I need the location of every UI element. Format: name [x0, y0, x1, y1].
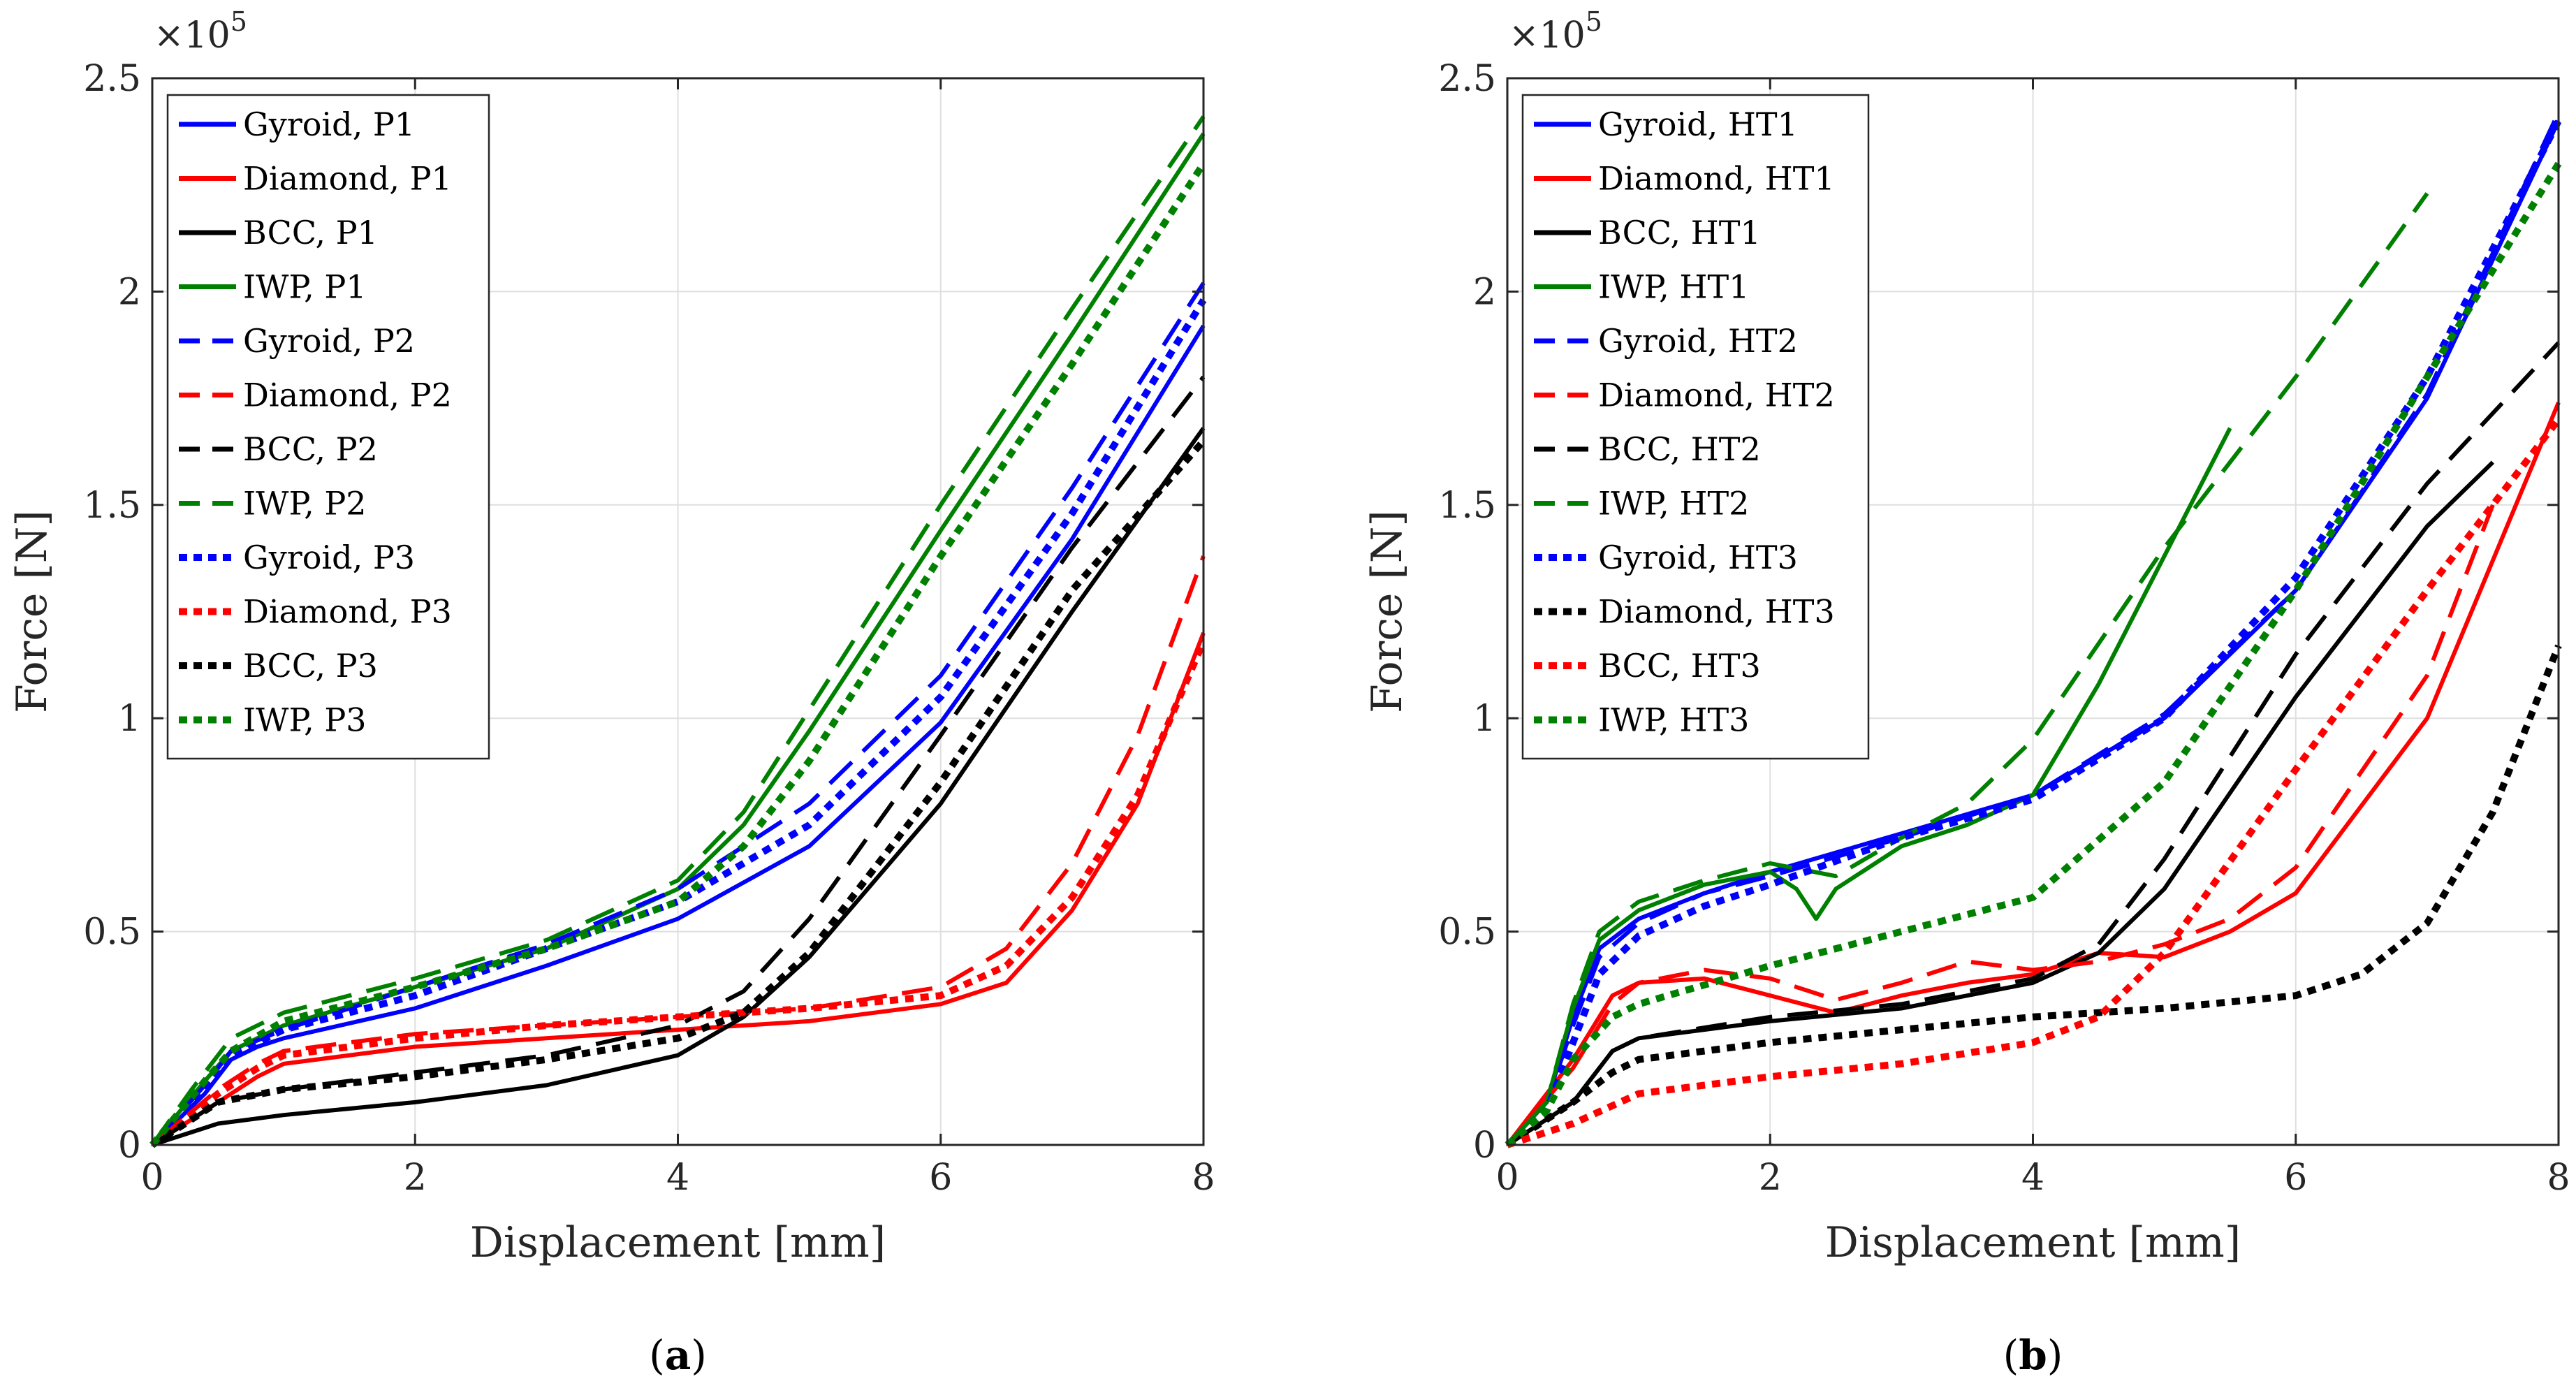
series-line-bcc-p2	[151, 375, 1206, 1147]
legend-label: IWP, HT3	[1598, 701, 1749, 739]
legend-box	[1521, 94, 1870, 760]
x-tick-label: 6	[2284, 1157, 2307, 1199]
legend-label: Gyroid, P3	[243, 539, 415, 576]
y-tick-label: 1.5	[83, 485, 141, 527]
x-axis-label: Displacement [mm]	[470, 1218, 886, 1267]
y-exponent: ×105	[154, 6, 247, 57]
legend-label: IWP, HT2	[1598, 485, 1749, 523]
legend-box	[166, 94, 490, 760]
subcaption-letter: b	[2019, 1331, 2047, 1379]
x-tick-label: 4	[2021, 1157, 2044, 1199]
series-line-iwp-ht3	[1505, 161, 2562, 1148]
legend-label: IWP, P3	[243, 701, 367, 739]
series-line-bcc-ht1	[1506, 460, 2494, 1147]
series-line-bcc-ht3	[1506, 417, 2561, 1148]
legend-label: BCC, HT1	[1598, 214, 1761, 251]
series-line-iwp-p3	[149, 161, 1207, 1148]
legend-label: BCC, P2	[243, 430, 378, 468]
y-tick-label: 1.5	[1438, 485, 1496, 527]
x-tick-label: 0	[140, 1157, 163, 1199]
y-exponent-base: ×10	[1509, 15, 1586, 57]
legend: Gyroid, HT1 Diamond, HT1 BCC, HT1 IWP, HT1 G…	[1521, 94, 1870, 760]
series-line-diamond-p3	[149, 640, 1207, 1148]
legend-label: IWP, P2	[243, 485, 367, 523]
tick-marks	[1506, 77, 2560, 1146]
legend-label: Gyroid, HT3	[1598, 539, 1798, 576]
series-line-diamond-ht3	[1505, 644, 2562, 1148]
y-tick-label: 2	[118, 271, 141, 313]
tick-marks	[151, 77, 1205, 1146]
chart-panel-b: 0 2 4 6 8 0 0.5 1 1.5 2 2.5 ×105 Displacement [mm] Fo…	[1363, 6, 2570, 1379]
subcaption-letter: a	[665, 1331, 691, 1379]
y-exponent-power: 5	[230, 6, 247, 37]
series-line-gyroid-ht3	[1505, 119, 2562, 1148]
series-group	[1505, 111, 2562, 1148]
legend-label: BCC, HT3	[1598, 647, 1761, 685]
legend-label: Diamond, P3	[243, 593, 452, 631]
legend-label: Diamond, HT1	[1598, 160, 1835, 198]
y-tick-label: 1	[118, 698, 141, 740]
x-tick-label: 0	[1495, 1157, 1518, 1199]
series-line-bcc-p1	[152, 427, 1206, 1147]
y-exponent-base: ×10	[154, 15, 230, 57]
y-tick-label: 2.5	[1438, 58, 1496, 100]
y-tick-label: 0.5	[83, 912, 141, 954]
series-line-bcc-ht2	[1506, 341, 2561, 1147]
legend-label: Diamond, P2	[243, 377, 452, 414]
series-line-gyroid-p3	[149, 298, 1207, 1148]
y-tick-label: 2	[1473, 271, 1496, 313]
x-axis-label: Displacement [mm]	[1825, 1218, 2241, 1267]
x-tick-label: 2	[404, 1157, 427, 1199]
y-tick-label: 2.5	[83, 58, 141, 100]
x-tick-label: 8	[2547, 1157, 2570, 1199]
chart-panel-a: 0 2 4 6 8 0 0.5 1 1.5 2 2.5 ×105 Displacement [mm] Fo…	[8, 6, 1215, 1379]
legend-label: BCC, P1	[243, 214, 378, 251]
y-axis-label: Force [N]	[8, 510, 57, 713]
y-tick-label: 0	[118, 1125, 141, 1167]
subcaption: (b)	[2003, 1331, 2063, 1379]
legend-label: Diamond, P1	[243, 160, 452, 198]
y-exponent: ×105	[1509, 6, 1602, 57]
x-tick-label: 8	[1192, 1157, 1215, 1199]
series-line-diamond-ht1	[1505, 402, 2561, 1146]
x-tick-label: 2	[1759, 1157, 1782, 1199]
legend-label: Diamond, HT2	[1598, 377, 1835, 414]
series-group	[149, 115, 1207, 1148]
y-tick-label: 0	[1473, 1125, 1496, 1167]
legend: Gyroid, P1 Diamond, P1 BCC, P1 IWP, P1 Gyroi…	[166, 94, 490, 760]
y-tick-label: 1	[1473, 698, 1496, 740]
x-tick-label: 4	[666, 1157, 689, 1199]
legend-label: Gyroid, P1	[243, 105, 415, 143]
legend-label: BCC, P3	[243, 647, 378, 685]
legend-label: Gyroid, HT1	[1598, 105, 1798, 143]
legend-label: IWP, HT1	[1598, 268, 1749, 306]
subcaption: (a)	[649, 1331, 707, 1379]
legend-label: BCC, HT2	[1598, 430, 1761, 468]
series-line-bcc-p3	[150, 438, 1206, 1148]
series-line-iwp-ht2	[1505, 192, 2429, 1147]
series-line-diamond-p1	[151, 631, 1206, 1147]
legend-label: Diamond, HT3	[1598, 593, 1835, 631]
y-exponent-power: 5	[1586, 6, 1602, 37]
subcaption-open: (	[649, 1331, 665, 1379]
series-line-diamond-ht2	[1505, 504, 2495, 1146]
series-line-gyroid-ht2	[1505, 111, 2561, 1147]
series-line-iwp-ht1	[1505, 427, 2232, 1147]
subcaption-close: )	[691, 1331, 707, 1379]
legend-label: IWP, P1	[243, 268, 367, 306]
subcaption-close: )	[2047, 1331, 2063, 1379]
x-tick-label: 6	[929, 1157, 952, 1199]
legend-label: Gyroid, P2	[243, 322, 415, 360]
subcaption-open: (	[2003, 1331, 2019, 1379]
y-tick-label: 0.5	[1438, 912, 1496, 954]
series-line-iwp-p2	[150, 115, 1206, 1146]
y-axis-label: Force [N]	[1363, 510, 1412, 713]
legend-label: Gyroid, HT2	[1598, 322, 1798, 360]
